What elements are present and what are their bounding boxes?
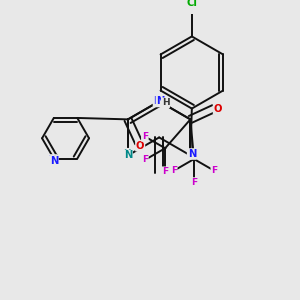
Text: N: N bbox=[188, 149, 196, 159]
Text: N: N bbox=[50, 156, 58, 166]
Text: Cl: Cl bbox=[186, 0, 197, 8]
Text: F: F bbox=[142, 132, 148, 141]
Text: H: H bbox=[162, 98, 169, 107]
Text: O: O bbox=[214, 103, 222, 114]
Text: F: F bbox=[142, 155, 148, 164]
Text: N: N bbox=[124, 150, 132, 161]
Text: N: N bbox=[154, 96, 162, 106]
Text: O: O bbox=[136, 141, 144, 151]
Text: F: F bbox=[211, 166, 218, 175]
Text: F: F bbox=[171, 166, 177, 175]
Text: F: F bbox=[191, 178, 197, 187]
Text: H: H bbox=[123, 149, 130, 158]
Text: N: N bbox=[156, 96, 165, 106]
Text: N: N bbox=[48, 155, 57, 165]
Text: F: F bbox=[162, 167, 168, 176]
